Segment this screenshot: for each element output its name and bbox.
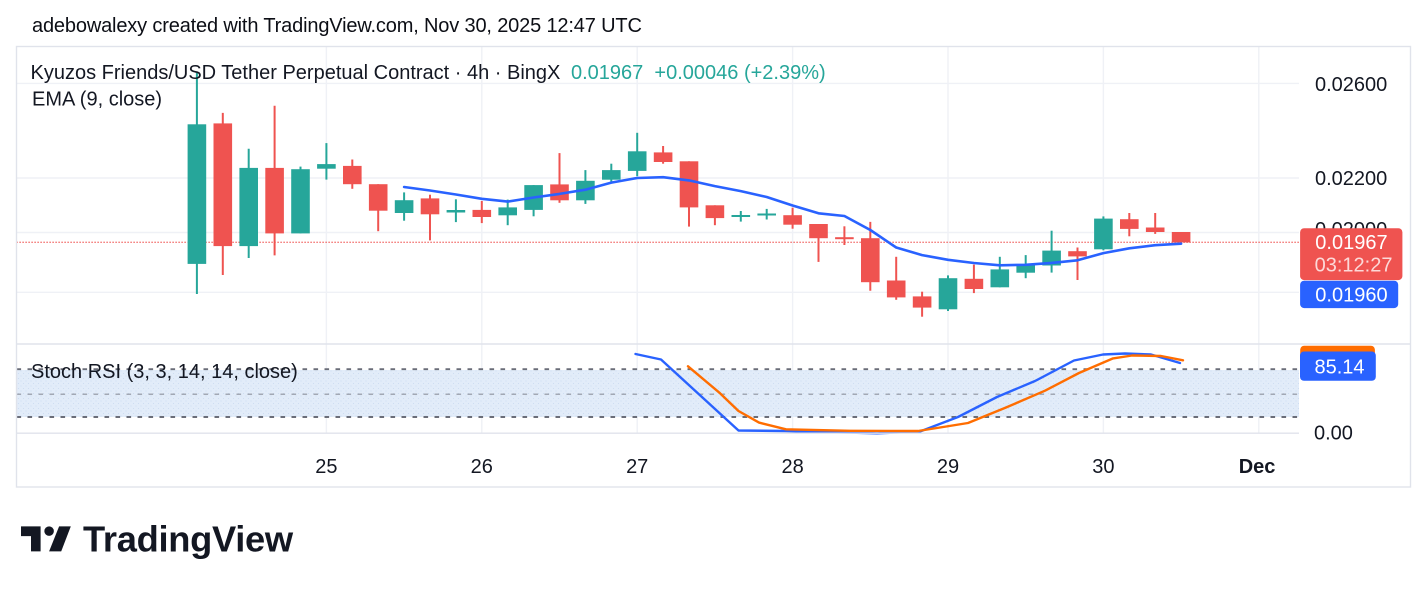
svg-text:29: 29 (937, 456, 959, 478)
svg-text:Kyuzos Friends/USD Tether Perp: Kyuzos Friends/USD Tether Perpetual Cont… (31, 62, 561, 84)
svg-text:0.02600: 0.02600 (1315, 74, 1387, 96)
svg-text:85.14: 85.14 (1315, 357, 1365, 379)
svg-text:0.01967 +0.00046 (+2.39%): 0.01967 +0.00046 (+2.39%) (571, 62, 826, 84)
svg-text:0.01967: 0.01967 (1315, 232, 1387, 254)
svg-text:27: 27 (626, 456, 648, 478)
svg-text:26: 26 (471, 456, 493, 478)
svg-text:25: 25 (315, 456, 337, 478)
svg-text:Dec: Dec (1239, 456, 1276, 478)
svg-text:adebowalexy created with Tradi: adebowalexy created with TradingView.com… (32, 15, 642, 37)
svg-text:0.00: 0.00 (1314, 423, 1353, 445)
svg-text:Stoch RSI (3, 3, 14, 14, close: Stoch RSI (3, 3, 14, 14, close) (31, 361, 298, 383)
svg-text:30: 30 (1092, 456, 1114, 478)
svg-text:0.02200: 0.02200 (1315, 168, 1387, 190)
svg-text:TradingView: TradingView (83, 519, 294, 560)
svg-text:0.01960: 0.01960 (1315, 284, 1387, 306)
svg-text:EMA (9, close): EMA (9, close) (32, 88, 162, 110)
svg-text:03:12:27: 03:12:27 (1315, 254, 1393, 276)
svg-text:28: 28 (781, 456, 803, 478)
